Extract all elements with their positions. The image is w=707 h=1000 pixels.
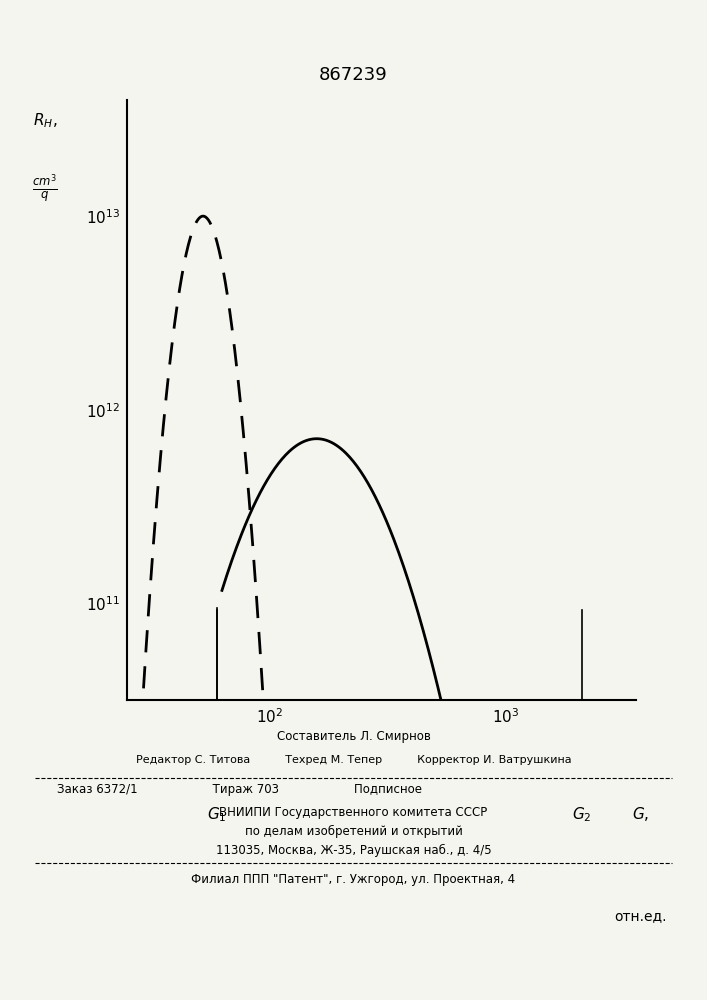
Text: Редактор С. Титова          Техред М. Тепер          Корректор И. Ватрушкина: Редактор С. Титова Техред М. Тепер Корре… bbox=[136, 755, 571, 765]
Text: ВНИИПИ Государственного комитета СССР: ВНИИПИ Государственного комитета СССР bbox=[219, 806, 488, 819]
Text: Составитель Л. Смирнов: Составитель Л. Смирнов bbox=[276, 730, 431, 743]
Text: $\frac{cm^3}{q}$: $\frac{cm^3}{q}$ bbox=[33, 172, 58, 204]
Text: 867239: 867239 bbox=[319, 66, 388, 84]
Text: Заказ 6372/1                    Тираж 703                    Подписное: Заказ 6372/1 Тираж 703 Подписное bbox=[57, 783, 421, 796]
Text: $R_H,$: $R_H,$ bbox=[33, 111, 57, 130]
Text: $G_1$: $G_1$ bbox=[207, 805, 227, 824]
Text: $G_2$: $G_2$ bbox=[572, 805, 592, 824]
Text: Филиал ППП "Патент", г. Ужгород, ул. Проектная, 4: Филиал ППП "Патент", г. Ужгород, ул. Про… bbox=[192, 873, 515, 886]
Text: отн.ед.: отн.ед. bbox=[614, 909, 667, 923]
Text: $G,$: $G,$ bbox=[632, 805, 649, 823]
Text: по делам изобретений и открытий: по делам изобретений и открытий bbox=[245, 825, 462, 838]
Text: 113035, Москва, Ж-35, Раушская наб., д. 4/5: 113035, Москва, Ж-35, Раушская наб., д. … bbox=[216, 844, 491, 857]
